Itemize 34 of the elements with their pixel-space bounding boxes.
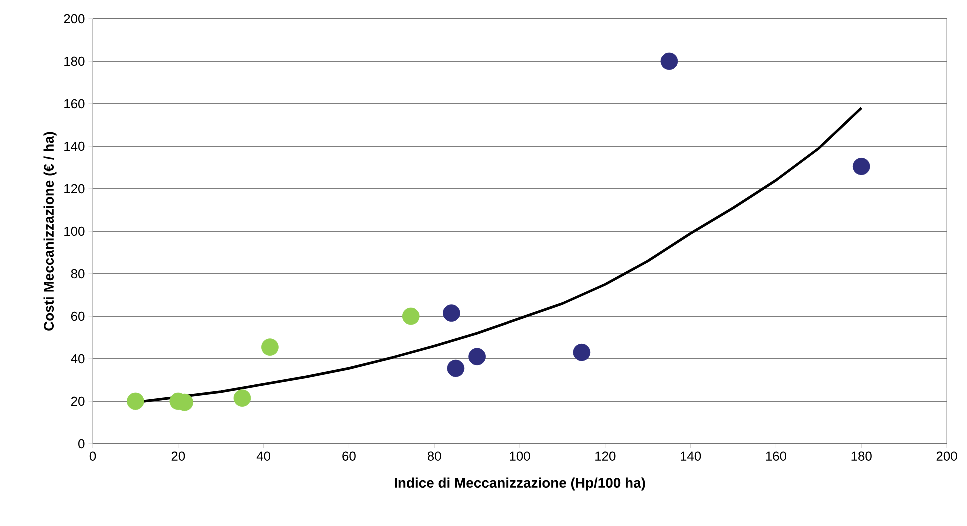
y-tick-label: 80 [71,269,85,279]
x-tick-label: 20 [172,452,186,461]
y-tick-label: 40 [71,354,85,364]
y-tick-label: 160 [64,99,85,109]
point [127,392,144,410]
x-axis-title: Indice di Meccanizzazione (Hp/100 ha) [394,478,646,491]
x-tick-label: 120 [596,452,616,461]
point [402,308,420,326]
x-tick-label: 60 [342,452,356,461]
x-tick-label: 140 [680,452,702,461]
point [443,304,460,322]
point [573,344,591,362]
point [660,52,678,70]
point [852,158,870,176]
x-tick-label: 160 [766,452,787,461]
y-tick-label: 60 [71,312,85,322]
point [468,348,486,366]
y-tick-label: 20 [71,396,85,406]
x-tick-label: 0 [90,452,96,461]
y-tick-label: 0 [78,439,85,449]
point [234,390,252,407]
x-tick-label: 180 [852,452,872,461]
x-tick-label: 200 [936,452,958,461]
x-tick-label: 100 [510,452,530,461]
point [447,360,465,378]
y-tick-label: 180 [64,56,85,66]
x-tick-label: 80 [428,452,442,461]
y-tick-label: 140 [64,142,85,152]
point [262,338,279,356]
y-tick-label: 200 [64,14,85,24]
y-tick-label: 100 [64,226,85,236]
y-axis-title: Costi Meccanizzazione (€ / ha) [44,132,57,331]
y-tick-label: 120 [64,184,85,194]
x-tick-label: 40 [256,452,270,461]
